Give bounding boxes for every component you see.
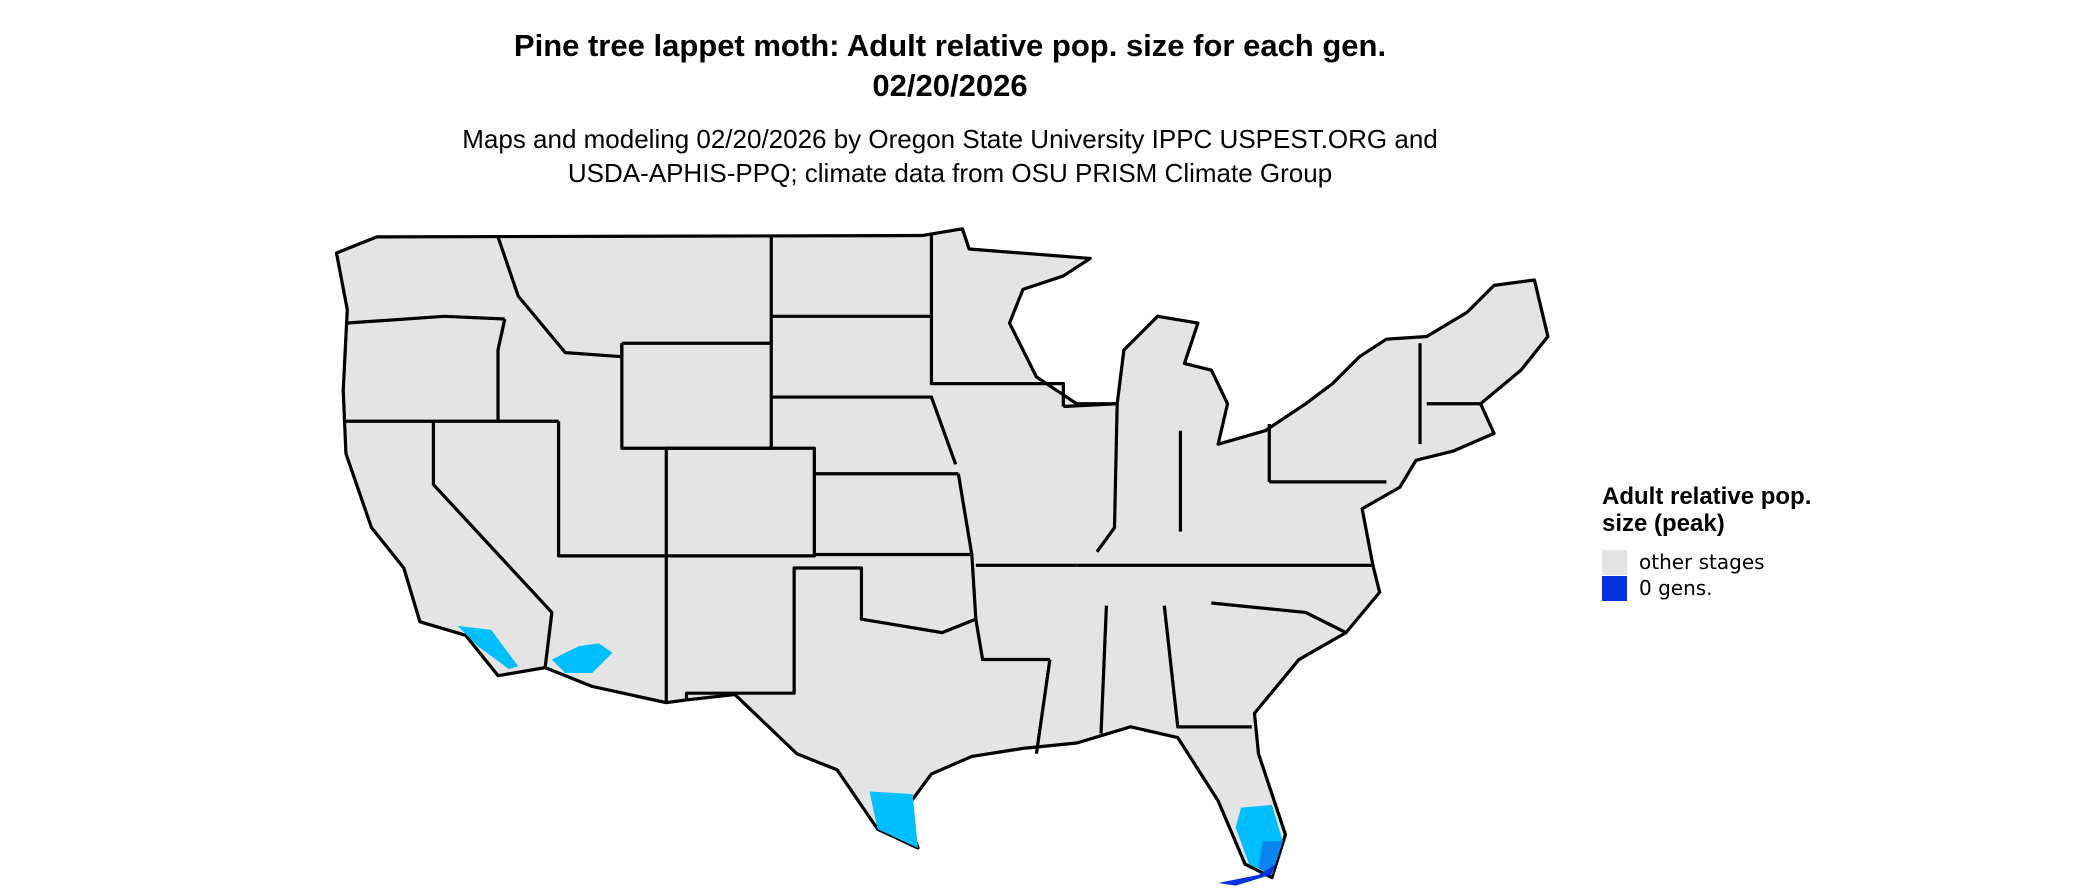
map-title: Pine tree lappet moth: Adult relative po… bbox=[513, 28, 1387, 63]
florida-keys bbox=[1218, 864, 1277, 886]
shaded-regions bbox=[457, 625, 1283, 886]
legend-label: 0 gens. bbox=[1639, 576, 1713, 600]
legend: Adult relative pop. size (peak) other st… bbox=[1602, 483, 1822, 601]
legend-swatch-0-gens bbox=[1602, 575, 1627, 601]
legend-item-0-gens: 0 gens. bbox=[1602, 575, 1822, 601]
map-subtitle-line1: Maps and modeling 02/20/2026 by Oregon S… bbox=[462, 124, 1438, 154]
south-texas-region bbox=[869, 791, 918, 848]
map-date: 02/20/2026 bbox=[872, 68, 1028, 103]
legend-title: Adult relative pop. size (peak) bbox=[1602, 483, 1812, 537]
state-borders bbox=[345, 235, 1481, 754]
socal-region bbox=[457, 625, 519, 669]
legend-swatch-other-stages bbox=[1602, 549, 1627, 575]
south-florida-region-deep bbox=[1258, 841, 1283, 875]
arizona-region bbox=[551, 643, 613, 673]
map-subtitle-line2: USDA-APHIS-PPQ; climate data from OSU PR… bbox=[567, 158, 1333, 188]
legend-item-other-stages: other stages bbox=[1602, 549, 1822, 575]
legend-label: other stages bbox=[1639, 550, 1765, 574]
